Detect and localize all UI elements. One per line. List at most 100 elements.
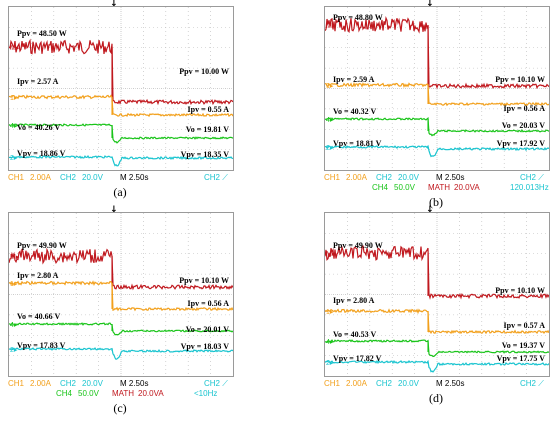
waveform-ch2	[325, 359, 549, 373]
scope-screen: M▸ Ppv = 49.90 W Ppv = 10.10 W 1▸ Ipv = 2.80…	[324, 212, 550, 377]
scope-setting: <10Hz	[194, 389, 218, 398]
annotation-before-step: Vo = 40.32 V	[333, 107, 376, 116]
scope-setting: 20.0V	[398, 379, 419, 388]
trigger-position-arrow-icon: ↓	[426, 0, 434, 9]
scope-screen: M▸ Ppv = 48.50 W Ppv = 10.00 W 1▸ Ipv = 2.57…	[8, 6, 234, 171]
panel-caption: (a)	[113, 185, 127, 199]
waveform-ch4	[9, 123, 233, 144]
channel-marker-ch1: 1▸	[326, 83, 334, 90]
waveform-ch2	[325, 144, 549, 158]
panel-caption: (b)	[429, 195, 443, 209]
channel-marker-ch4: 4▸	[326, 117, 334, 124]
channel-marker-ch4: 4▸	[326, 339, 334, 346]
scope-setting: 120.013Hz	[510, 183, 549, 192]
annotation-after-step: Vo = 19.81 V	[186, 125, 229, 134]
annotation-before-step: Vpv = 17.82 V	[333, 354, 382, 363]
annotation-after-step: Vo = 20.01 V	[186, 325, 229, 334]
scope-setting: CH2	[376, 379, 393, 388]
waveform-math	[325, 245, 549, 300]
annotation-before-step: Vpv = 18.86 V	[17, 149, 66, 158]
trigger-position-arrow-icon: ↓	[110, 205, 118, 215]
annotation-before-step: Ipv = 2.80 A	[17, 271, 59, 280]
scope-setting: 20.0VA	[454, 183, 480, 192]
trigger-position-arrow-icon: ↓	[426, 205, 434, 215]
channel-marker-ch2: 2▸	[326, 145, 334, 152]
scope-setting: CH2 ⟋	[520, 379, 544, 388]
channel-marker-ch1: 1▸	[10, 281, 18, 288]
scope-setting: 20.0V	[82, 173, 103, 182]
trigger-position-arrow-icon: ↓	[110, 0, 118, 9]
annotation-after-step: Ppv = 10.00 W	[179, 67, 229, 76]
waveform-ch1	[325, 81, 549, 107]
waveform-ch1	[325, 308, 549, 335]
panel-caption: (c)	[113, 401, 127, 415]
scope-setting: CH2	[60, 173, 77, 182]
scope-setting: MATH	[112, 389, 135, 398]
channel-marker-ch1: 1▸	[326, 309, 334, 316]
scope-setting: 50.0V	[78, 389, 99, 398]
scope-setting: CH2	[60, 379, 77, 388]
scope-setting: CH1	[8, 173, 25, 182]
scope-status-line: CH4 50.0V MATH 20.0VA <10Hz	[8, 389, 232, 399]
scope-status-line: CH1 2.00A CH2 20.0V M 2.50s CH2 ⟋	[324, 173, 548, 183]
annotation-before-step: Vpv = 17.83 V	[17, 341, 66, 350]
scope-setting: CH1	[8, 379, 25, 388]
channel-marker-math: M▸	[326, 251, 336, 258]
scope-setting: CH1	[324, 173, 341, 182]
scope-setting: 2.00A	[30, 173, 51, 182]
waveform-ch4	[325, 339, 549, 358]
scope-screen: M▸ Ppv = 49.90 W Ppv = 10.10 W 1▸ Ipv = 2.80…	[8, 212, 234, 377]
annotation-before-step: Vo = 40.53 V	[333, 330, 376, 339]
channel-marker-math: M▸	[10, 254, 20, 261]
annotation-after-step: Ppv = 10.10 W	[495, 75, 545, 84]
waveform-ch4	[9, 322, 233, 336]
annotation-after-step: Vo = 20.03 V	[502, 121, 545, 130]
scope-setting: 2.00A	[346, 173, 367, 182]
channel-marker-ch2: 2▸	[326, 360, 334, 367]
annotation-before-step: Ppv = 49.90 W	[333, 241, 383, 250]
annotation-after-step: Ppv = 10.10 W	[179, 276, 229, 285]
annotation-after-step: Vpv = 17.75 V	[497, 354, 546, 363]
scope-setting: 2.00A	[346, 379, 367, 388]
waveform-plot: M▸Ppv = 48.80 W Ppv = 10.10 W 1▸Ipv = 2.59…	[325, 7, 549, 170]
waveform-math	[9, 38, 233, 106]
waveform-plot: M▸ Ppv = 48.50 W Ppv = 10.00 W 1▸ Ipv = 2.57…	[9, 7, 233, 170]
scope-setting: CH4	[56, 389, 73, 398]
scope-setting: CH4	[372, 183, 389, 192]
channel-marker-ch2: 2▸	[10, 155, 18, 162]
annotation-after-step: Ppv = 10.10 W	[495, 286, 545, 295]
scope-setting: M 2.50s	[120, 173, 149, 182]
scope-setting: 20.0V	[82, 379, 103, 388]
waveform-plot: M▸Ppv = 49.90 W Ppv = 10.10 W 1▸ Ipv = 2.80…	[325, 213, 549, 376]
scope-status-line: CH1 2.00A CH2 20.0V M 2.50s CH2 ⟋	[8, 379, 232, 389]
annotation-before-step: Vo = 40.66 V	[17, 312, 60, 321]
annotation-before-step: Ipv = 2.57 A	[17, 77, 59, 86]
channel-marker-ch1: 1▸	[10, 95, 18, 102]
scope-setting: 50.0V	[394, 183, 415, 192]
channel-marker-ch2: 2▸	[10, 347, 18, 354]
annotation-before-step: Ppv = 48.80 W	[333, 13, 383, 22]
scope-screen: M▸ Ppv = 48.80 W Ppv = 10.10 W 1▸ Ipv = 2.59…	[324, 6, 550, 171]
waveform-ch2	[9, 347, 233, 361]
annotation-before-step: Ipv = 2.59 A	[333, 75, 375, 84]
annotation-after-step: Ipv = 0.55 A	[188, 105, 230, 114]
annotation-before-step: Vpv = 18.81 V	[333, 139, 382, 148]
scope-setting: M 2.50s	[436, 173, 465, 182]
annotation-before-step: Vo = 40.26 V	[17, 123, 60, 132]
channel-marker-math: M▸	[326, 23, 336, 30]
annotation-after-step: Ipv = 0.56 A	[504, 104, 546, 113]
channel-marker-ch4: 4▸	[10, 322, 18, 329]
channel-marker-math: M▸	[10, 45, 20, 52]
scope-setting: MATH	[428, 183, 451, 192]
scope-setting: CH2 ⟋	[520, 173, 544, 182]
waveform-ch4	[325, 117, 549, 137]
annotation-after-step: Vpv = 18.03 V	[181, 342, 230, 351]
annotation-after-step: Vo = 19.37 V	[502, 341, 545, 350]
waveform-math	[9, 247, 233, 291]
annotation-after-step: Vpv = 17.92 V	[497, 139, 546, 148]
annotation-before-step: Ipv = 2.80 A	[333, 296, 375, 305]
scope-setting: 2.00A	[30, 379, 51, 388]
channel-marker-ch4: 4▸	[10, 123, 18, 130]
